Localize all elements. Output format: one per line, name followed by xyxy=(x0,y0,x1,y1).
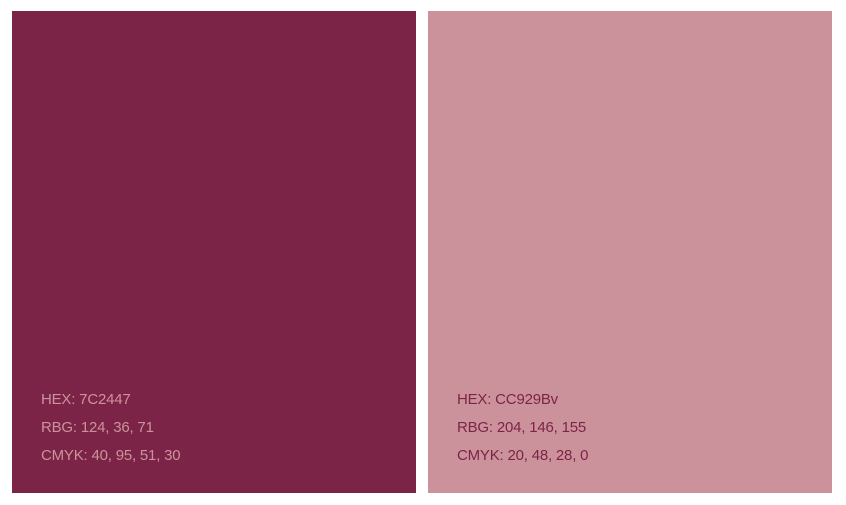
rgb-value: RBG: 124, 36, 71 xyxy=(41,419,154,436)
color-specs: HEX: CC929Bv RBG: 204, 146, 155 CMYK: 20… xyxy=(457,386,588,470)
color-specs: HEX: 7C2447 RBG: 124, 36, 71 CMYK: 40, 9… xyxy=(41,386,181,470)
rgb-value: RBG: 204, 146, 155 xyxy=(457,419,586,436)
hex-value: HEX: CC929Bv xyxy=(457,391,558,408)
color-swatch-wine: HEX: 7C2447 RBG: 124, 36, 71 CMYK: 40, 9… xyxy=(12,11,416,493)
hex-value: HEX: 7C2447 xyxy=(41,391,131,408)
cmyk-value: CMYK: 40, 95, 51, 30 xyxy=(41,447,181,464)
color-swatch-pink: HEX: CC929Bv RBG: 204, 146, 155 CMYK: 20… xyxy=(428,11,832,493)
cmyk-value: CMYK: 20, 48, 28, 0 xyxy=(457,447,589,464)
